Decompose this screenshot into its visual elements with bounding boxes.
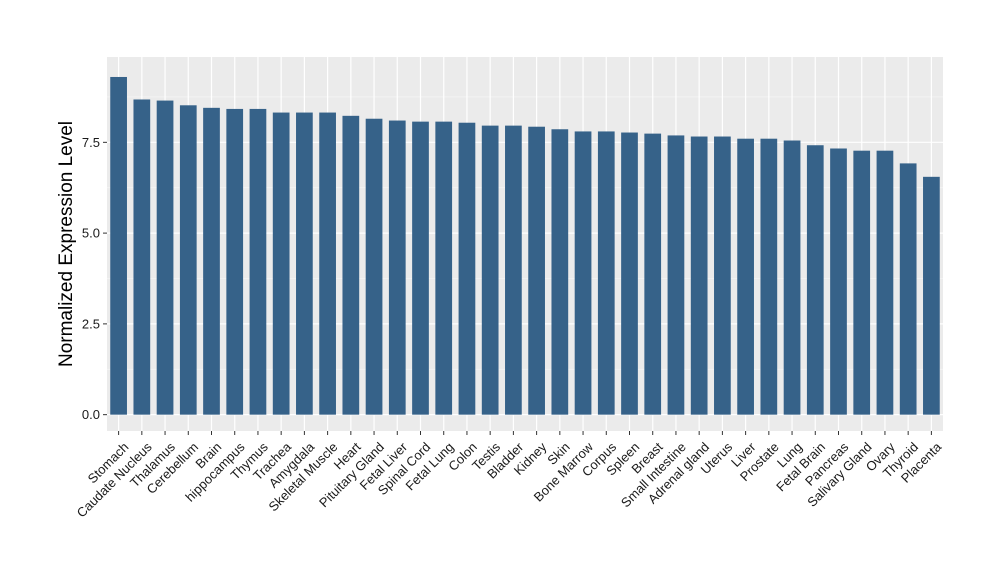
bar bbox=[528, 126, 545, 415]
bar bbox=[388, 120, 406, 415]
y-tick-label: 0.0 bbox=[82, 407, 100, 422]
bar bbox=[830, 148, 847, 415]
bar bbox=[621, 132, 638, 415]
y-tick-label: 2.5 bbox=[82, 316, 100, 331]
bar bbox=[296, 112, 313, 415]
y-tick-label: 5.0 bbox=[82, 226, 100, 241]
bar bbox=[876, 150, 894, 415]
bars bbox=[110, 76, 940, 415]
bar bbox=[714, 136, 731, 415]
bar bbox=[551, 129, 569, 415]
bar bbox=[133, 99, 151, 415]
plot-panel bbox=[107, 57, 943, 431]
bar bbox=[923, 176, 940, 415]
bar bbox=[365, 118, 383, 415]
bar bbox=[226, 108, 244, 415]
bar bbox=[783, 140, 801, 415]
bar bbox=[435, 121, 453, 415]
bar bbox=[690, 136, 708, 415]
bar bbox=[203, 107, 220, 415]
bar bbox=[179, 105, 197, 415]
bar bbox=[156, 100, 174, 415]
bar bbox=[110, 76, 127, 415]
bar bbox=[249, 108, 267, 415]
bar bbox=[644, 133, 662, 415]
bar bbox=[458, 122, 476, 415]
bar bbox=[574, 131, 592, 415]
bar bbox=[505, 125, 522, 415]
bar bbox=[760, 138, 778, 415]
bar bbox=[597, 131, 615, 415]
bar bbox=[481, 125, 499, 415]
bar bbox=[342, 115, 360, 415]
y-tick-label: 7.5 bbox=[82, 135, 100, 150]
bar bbox=[412, 121, 429, 415]
bar bbox=[319, 112, 336, 415]
y-axis-title: Normalized Expression Level bbox=[56, 121, 77, 367]
bar bbox=[667, 135, 685, 415]
bar bbox=[806, 145, 824, 415]
bar bbox=[272, 112, 290, 415]
bar bbox=[737, 138, 754, 415]
bar bbox=[853, 150, 871, 415]
y-axis: 0.0 2.5 5.0 7.5 bbox=[82, 135, 107, 422]
bar bbox=[899, 163, 917, 415]
